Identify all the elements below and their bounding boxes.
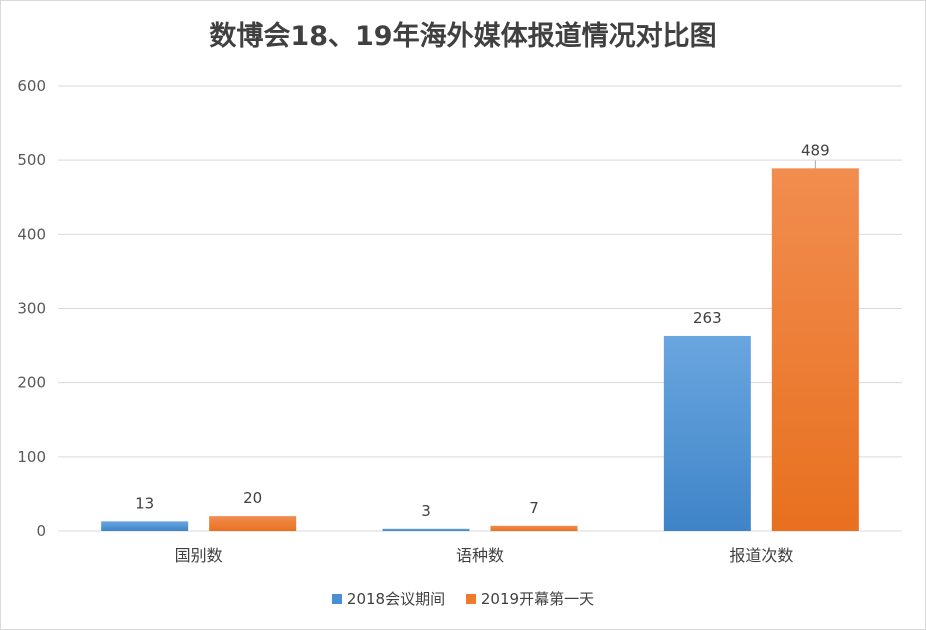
y-tick-label-100: 100 [17,448,46,466]
legend-swatch-2018 [331,593,342,604]
legend-label-2018: 2018会议期间 [346,590,446,608]
data-label-0-0: 13 [135,494,154,512]
data-label-2-0: 263 [693,309,722,327]
y-tick-label-400: 400 [17,225,46,243]
bar-0-0 [101,521,189,531]
chart-title: 数博会18、19年海外媒体报道情况对比图 [209,21,717,52]
y-tick-label-500: 500 [17,151,46,169]
bar-2-0 [663,335,751,531]
y-tick-label-200: 200 [17,374,46,392]
x-tick-label-1: 语种数 [456,546,504,565]
bar-2-1 [771,168,859,531]
legend-label-2019: 2019开幕第一天 [480,590,595,608]
x-tick-label-2: 报道次数 [729,546,793,565]
x-tick-label-0: 国别数 [175,546,223,565]
data-label-1-0: 3 [421,502,431,520]
legend-item-2019: 2019开幕第一天 [465,588,595,609]
y-tick-label-600: 600 [17,77,46,95]
y-tick-label-0: 0 [36,522,46,540]
legend-item-2018: 2018会议期间 [331,588,446,609]
legend: 2018会议期间 2019开幕第一天 [0,588,926,609]
y-tick-label-300: 300 [17,300,46,318]
bar-1-1 [490,525,578,531]
data-label-2-1: 489 [801,141,830,159]
legend-swatch-2019 [465,593,476,604]
data-label-1-1: 7 [529,499,539,517]
bar-1-0 [382,528,470,531]
data-label-0-1: 20 [243,489,262,507]
bar-0-1 [209,516,297,531]
